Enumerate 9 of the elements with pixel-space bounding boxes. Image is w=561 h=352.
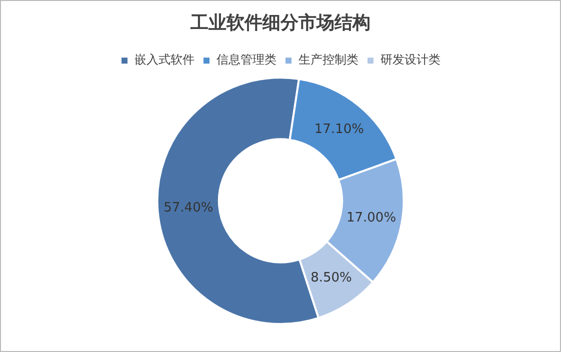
legend-label: 生产控制类 bbox=[298, 52, 358, 67]
legend-label: 信息管理类 bbox=[216, 52, 276, 67]
legend-label: 研发设计类 bbox=[380, 52, 440, 67]
data-label: 17.10% bbox=[314, 122, 364, 137]
legend-label: 嵌入式软件 bbox=[134, 52, 194, 67]
data-label: 57.40% bbox=[164, 200, 214, 216]
chart-title: 工业软件细分市场结构 bbox=[190, 12, 370, 34]
data-label: 8.50% bbox=[310, 270, 352, 286]
data-label: 17.00% bbox=[346, 210, 396, 226]
